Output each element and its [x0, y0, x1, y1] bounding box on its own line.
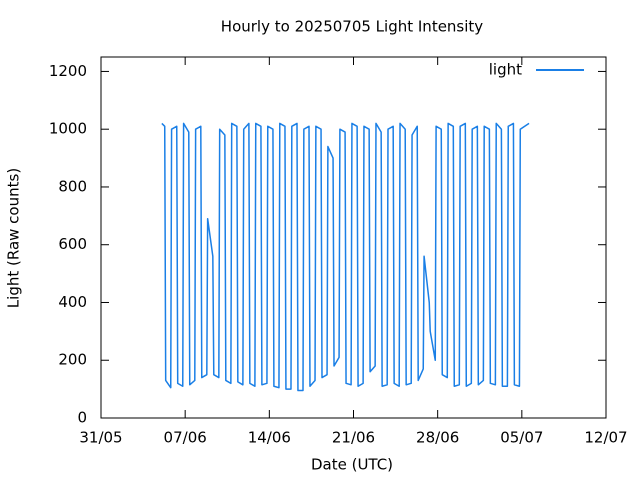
y-tick-label: 1200: [49, 62, 87, 80]
y-tick-label: 600: [58, 235, 87, 253]
y-tick-label: 800: [58, 177, 87, 195]
y-tick-label: 1000: [49, 120, 87, 138]
chart-title: Hourly to 20250705 Light Intensity: [221, 18, 483, 36]
x-tick-label: 05/07: [500, 429, 543, 447]
x-tick-label: 28/06: [416, 429, 459, 447]
x-tick-label: 12/07: [584, 429, 627, 447]
y-tick-label: 400: [58, 293, 87, 311]
data-line: [161, 122, 530, 392]
x-axis-label: Date (UTC): [311, 456, 393, 474]
x-tick-label: 14/06: [248, 429, 291, 447]
legend-label: light: [489, 61, 522, 79]
y-tick-label: 200: [58, 351, 87, 369]
y-axis-label: Light (Raw counts): [5, 168, 23, 308]
y-tick-label: 0: [77, 409, 87, 427]
x-tick-label: 21/06: [332, 429, 375, 447]
x-tick-label: 31/05: [79, 429, 122, 447]
x-tick-label: 07/06: [164, 429, 207, 447]
